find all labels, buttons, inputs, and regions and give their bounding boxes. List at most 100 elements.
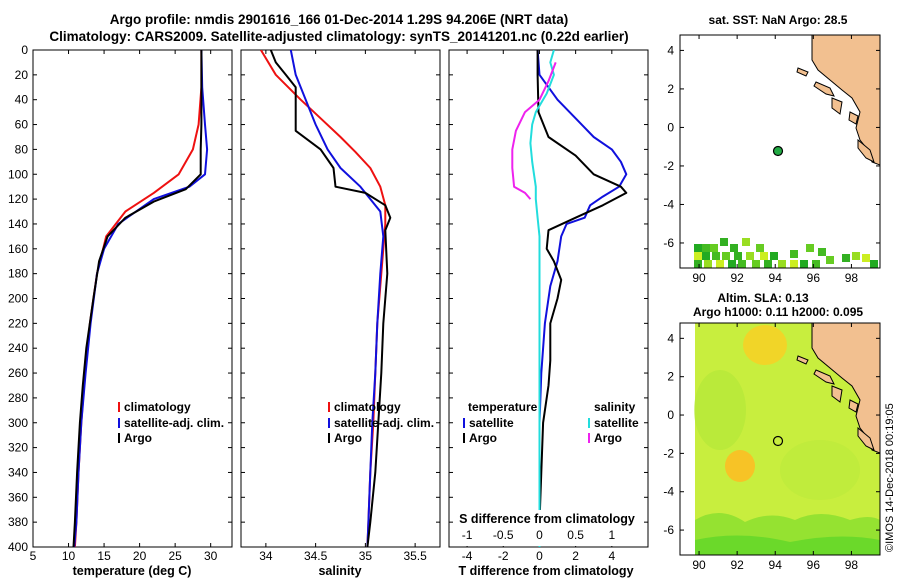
sst-cell <box>770 252 778 260</box>
map-y-tick-label: 2 <box>667 82 674 96</box>
sst-cell <box>720 238 728 246</box>
x-tick-label: 34.5 <box>304 549 328 563</box>
depth-tick-label: 240 <box>8 341 28 355</box>
sla-high-anomaly <box>725 450 755 482</box>
salinity-difference-tick-label: -0.5 <box>493 528 514 542</box>
salinity-panel: 34 34.5 35 35.5 salinity climatology satell… <box>240 49 441 578</box>
depth-tick-label: 200 <box>8 292 28 306</box>
island <box>813 369 835 385</box>
salinity-ticks: 34 34.5 35 35.5 <box>241 49 440 563</box>
depth-tick-label: 0 <box>21 43 28 57</box>
legend-label-t-argo: Argo <box>469 431 497 445</box>
sumatra-land <box>811 323 880 454</box>
sst-map: sat. SST: NaN Argo: 28.5 90 92 94 96 98 4 2 0 -2… <box>663 13 881 285</box>
sst-cell <box>842 254 850 262</box>
depth-tick-label: 380 <box>8 515 28 529</box>
legend-label-s-satellite: satellite <box>594 416 639 430</box>
depth-tick-label: 400 <box>8 540 28 554</box>
series-line-climatology <box>260 50 387 547</box>
sst-cell <box>790 260 798 268</box>
sst-cell <box>712 252 720 260</box>
salinity-xlabel: salinity <box>318 564 361 578</box>
sst-cell <box>694 244 702 252</box>
difference-legend: temperature satellite Argo salinity sate… <box>463 400 639 445</box>
sla-high-anomaly <box>743 325 787 365</box>
sst-cell <box>730 244 738 252</box>
legend-label-climatology: climatology <box>124 400 191 414</box>
argo-position-marker <box>772 145 784 157</box>
difference-lines <box>511 50 628 547</box>
legend-title-salinity: salinity <box>594 400 636 414</box>
map-x-tick-label: 96 <box>807 558 821 572</box>
island <box>848 399 859 413</box>
sst-cell <box>702 252 710 260</box>
island <box>857 426 875 451</box>
x-tick-label: -4 <box>462 549 473 563</box>
sla-map-content <box>694 323 880 555</box>
island <box>831 385 843 403</box>
series-line-satellite-adj-clim- <box>73 50 209 547</box>
legend-label-t-satellite: satellite <box>469 416 514 430</box>
map-x-tick-label: 90 <box>692 271 706 285</box>
x-tick-label: 35 <box>359 549 373 563</box>
salinity-legend: climatology satellite-adj. clim. Argo <box>328 400 434 445</box>
map-x-tick-label: 94 <box>769 558 783 572</box>
sla-map-frame <box>679 322 881 556</box>
difference-ticks: -4 -2 0 2 4 <box>449 49 648 563</box>
depth-tick-label: 40 <box>15 93 29 107</box>
x-tick-label: 10 <box>62 549 76 563</box>
map-x-tick-label: 90 <box>692 558 706 572</box>
x-tick-label: 20 <box>133 549 147 563</box>
map-y-tick-label: -2 <box>663 446 674 460</box>
depth-tick-label: 280 <box>8 391 28 405</box>
series-line-argo <box>72 50 203 547</box>
sst-cell <box>694 252 702 260</box>
depth-tick-label: 180 <box>8 267 28 281</box>
x-tick-label: 4 <box>608 549 615 563</box>
top-axis-label-backdrop <box>455 510 641 546</box>
sst-cell <box>812 260 820 268</box>
sst-cell <box>852 252 860 260</box>
sst-cell <box>870 260 878 268</box>
island <box>831 97 843 115</box>
map-x-tick-label: 92 <box>730 558 744 572</box>
sla-low-anomaly <box>694 370 746 450</box>
salinity-difference-ticks: -1 -0.5 0 0.5 1 <box>462 528 616 542</box>
salinity-difference-label: S difference from climatology <box>459 512 635 526</box>
series-line-t-argo <box>536 50 628 547</box>
map-x-tick-label: 98 <box>845 271 859 285</box>
sst-cell <box>704 260 712 268</box>
sst-cell <box>826 256 834 264</box>
sst-cell <box>778 260 786 268</box>
map-y-tick-label: -4 <box>663 197 674 211</box>
sst-cell <box>734 252 742 260</box>
difference-panel: -4 -2 0 2 4 S difference from climatology -1… <box>448 49 649 578</box>
sst-cell <box>742 238 750 246</box>
sst-cell <box>764 260 772 268</box>
map-x-tick-label: 96 <box>807 271 821 285</box>
map-y-tick-label: 0 <box>667 120 674 134</box>
x-tick-label: -2 <box>498 549 509 563</box>
series-line-satellite-adj-clim- <box>289 50 385 547</box>
legend-label-climatology: climatology <box>334 400 401 414</box>
x-tick-label: 35.5 <box>403 549 427 563</box>
x-tick-label: 15 <box>97 549 111 563</box>
sst-cell <box>752 260 760 268</box>
salinity-difference-tick-label: 0.5 <box>567 528 584 542</box>
sst-map-ticks: 90 92 94 96 98 4 2 0 -2 -4 -6 <box>663 35 880 285</box>
depth-tick-label: 140 <box>8 217 28 231</box>
legend-title-temperature: temperature <box>468 400 538 414</box>
legend-label-argo: Argo <box>124 431 152 445</box>
sla-map-title-1: Altim. SLA: 0.13 <box>717 291 809 305</box>
temperature-legend: climatology satellite-adj. clim. Argo <box>118 400 224 445</box>
map-x-tick-label: 92 <box>730 271 744 285</box>
depth-tick-label: 60 <box>15 118 29 132</box>
legend-label-satellite: satellite-adj. clim. <box>124 416 224 430</box>
sla-map-title-2: Argo h1000: 0.11 h2000: 0.095 <box>693 305 863 319</box>
series-line-argo <box>269 50 392 547</box>
sla-low-anomaly <box>780 440 860 500</box>
temperature-lines <box>72 50 209 547</box>
x-tick-label: 30 <box>204 549 218 563</box>
sst-cell <box>746 252 754 260</box>
